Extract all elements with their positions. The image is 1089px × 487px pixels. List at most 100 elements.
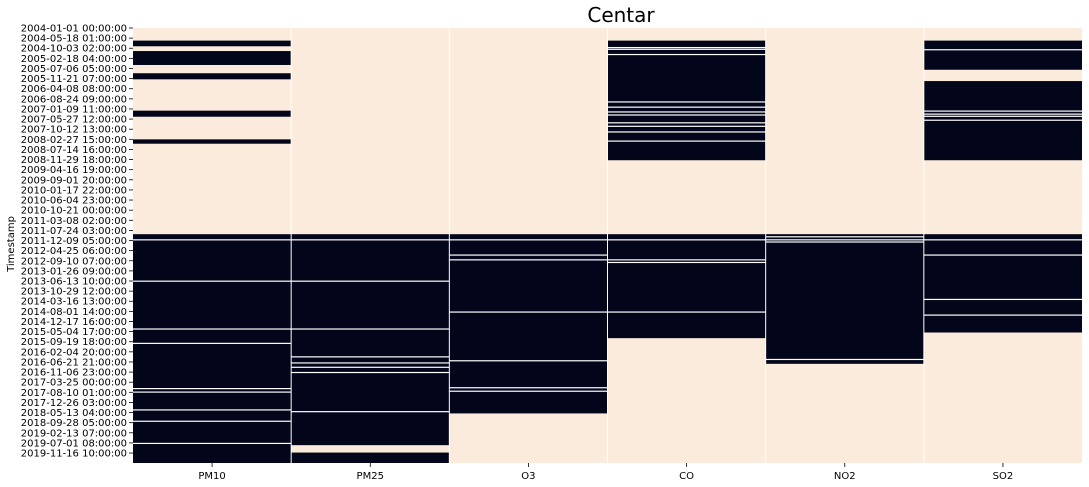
y-tick-label: 2008-07-14 16:00:00	[21, 145, 127, 156]
y-tick-label: 2014-03-16 13:00:00	[21, 297, 127, 308]
y-tick-label: 2010-06-04 23:00:00	[21, 196, 127, 207]
y-tick-label: 2005-07-06 05:00:00	[21, 64, 127, 75]
heatmap-gap-co-13	[607, 261, 766, 264]
column-separator-2	[448, 28, 450, 463]
heatmap-gap-pm10-1	[133, 280, 292, 282]
heatmap-gap-co-5	[607, 111, 766, 113]
x-tick-label: O3	[521, 471, 535, 482]
y-tick-label: 2009-09-01 20:00:00	[21, 175, 127, 186]
y-tick-label: 2007-05-27 12:00:00	[21, 115, 127, 126]
heatmap-gap-so2-1	[923, 110, 1082, 112]
heatmap-gap-co-0	[607, 46, 766, 49]
heatmap-gap-pm10-3	[133, 342, 292, 344]
heatmap-present-block-pm25-0	[291, 234, 450, 446]
heatmap-gap-co-11	[607, 239, 766, 241]
x-tick-label: CO	[679, 471, 694, 482]
heatmap-gap-pm10-2	[133, 328, 292, 330]
heatmap-gap-pm25-2	[291, 328, 450, 330]
x-tick-label: PM25	[357, 471, 384, 482]
y-tick-label: 2008-11-29 18:00:00	[21, 155, 127, 166]
heatmap-gap-o3-3	[449, 311, 608, 313]
heatmap-gap-o3-5	[449, 387, 608, 389]
y-tick-label: 2017-12-26 03:00:00	[21, 398, 127, 409]
heatmap-present-block-o3-0	[449, 234, 608, 414]
heatmap-present-block-pm10-3	[133, 110, 292, 117]
heatmap-gap-pm25-0	[291, 239, 450, 241]
heatmap-gap-so2-7	[923, 298, 1082, 301]
y-tick-label: 2016-02-04 20:00:00	[21, 347, 127, 358]
heatmap-gap-co-6	[607, 114, 766, 116]
heatmap-present-block-pm10-4	[133, 139, 292, 144]
column-separator-3	[607, 28, 608, 463]
heatmap-gap-so2-8	[923, 314, 1082, 316]
heatmap-gap-so2-4	[923, 119, 1082, 121]
y-tick-label: 2015-05-04 17:00:00	[21, 327, 127, 338]
heatmap-gap-no2-3	[765, 358, 924, 361]
chart-title: Centar	[587, 3, 655, 27]
heatmap-gap-pm25-7	[291, 411, 450, 413]
column-separator-5	[923, 28, 925, 463]
heatmap-gap-o3-6	[449, 390, 608, 392]
heatmap-gap-co-8	[607, 125, 766, 127]
heatmap-gap-pm10-4	[133, 388, 292, 390]
heatmap-gap-co-9	[607, 131, 766, 133]
y-tick-label: 2006-08-24 09:00:00	[21, 94, 127, 105]
heatmap-gap-pm25-1	[291, 280, 450, 282]
heatmap-gap-so2-5	[923, 239, 1082, 241]
y-tick-label: 2010-10-21 00:00:00	[21, 206, 127, 217]
y-tick-label: 2018-09-28 05:00:00	[21, 418, 127, 429]
y-axis-label: Timestamp	[6, 216, 17, 273]
y-tick-label: 2008-02-27 15:00:00	[21, 135, 127, 146]
heatmap-gap-co-14	[607, 311, 766, 313]
y-tick-label: 2014-08-01 14:00:00	[21, 307, 127, 318]
y-tick-label: 2004-01-01 00:00:00	[21, 24, 127, 35]
heatmap-gap-pm25-6	[291, 371, 450, 374]
heatmap-gap-so2-2	[923, 113, 1082, 115]
y-tick-label: 2007-01-09 11:00:00	[21, 104, 127, 115]
heatmap-gap-co-10	[607, 140, 766, 142]
heatmap-gap-pm10-6	[133, 409, 292, 411]
x-tick-label: NO2	[834, 471, 856, 482]
y-tick-label: 2010-01-17 22:00:00	[21, 185, 127, 196]
y-tick-label: 2013-10-29 12:00:00	[21, 287, 127, 298]
column-separator-4	[765, 28, 767, 463]
y-tick-label: 2004-05-18 01:00:00	[21, 34, 127, 45]
heatmap-gap-co-4	[607, 106, 766, 108]
x-tick-label: SO2	[993, 471, 1014, 482]
heatmap-gap-pm25-5	[291, 366, 450, 368]
heatmap-gap-so2-6	[923, 254, 1082, 256]
x-axis-ticks: PM10 PM25 O3 CO NO2 SO2	[198, 463, 1013, 482]
heatmap-gap-pm25-3	[291, 356, 450, 358]
heatmap-present-block-no2-0	[765, 234, 924, 364]
heatmap-gap-pm10-7	[133, 420, 292, 422]
column-separator-1	[290, 28, 292, 463]
heatmap-gap-pm10-0	[133, 239, 292, 241]
y-tick-label: 2012-04-25 06:00:00	[21, 246, 127, 257]
heatmap-present-block-so2-2	[923, 234, 1082, 333]
heatmap-present-block-pm10-5	[133, 234, 292, 463]
y-tick-label: 2017-03-25 00:00:00	[21, 378, 127, 389]
y-tick-label: 2016-11-06 23:00:00	[21, 368, 127, 379]
y-tick-label: 2009-04-16 19:00:00	[21, 165, 127, 176]
y-tick-label: 2019-02-13 07:00:00	[21, 428, 127, 439]
heatmap-present-block-pm10-0	[133, 40, 292, 47]
x-tick-label: PM10	[198, 471, 225, 482]
heatmap-gap-co-7	[607, 122, 766, 124]
y-tick-label: 2017-08-10 01:00:00	[21, 388, 127, 399]
heatmap-present-block-so2-0	[923, 40, 1082, 70]
y-tick-label: 2014-12-17 16:00:00	[21, 317, 127, 328]
heatmap-gap-so2-0	[923, 49, 1082, 51]
y-tick-label: 2011-03-08 02:00:00	[21, 216, 127, 227]
y-tick-label: 2019-07-01 08:00:00	[21, 438, 127, 449]
heatmap-present-block-co-0	[607, 40, 766, 161]
y-tick-label: 2013-06-13 10:00:00	[21, 277, 127, 288]
y-tick-label: 2013-01-26 09:00:00	[21, 266, 127, 277]
heatmap-gap-co-3	[607, 101, 766, 103]
heatmap-gap-pm10-5	[133, 391, 292, 393]
heatmap-cells	[133, 28, 1082, 463]
y-tick-label: 2018-05-13 04:00:00	[21, 408, 127, 419]
heatmap-present-block-co-1	[607, 234, 766, 339]
y-tick-label: 2005-11-21 07:00:00	[21, 74, 127, 85]
